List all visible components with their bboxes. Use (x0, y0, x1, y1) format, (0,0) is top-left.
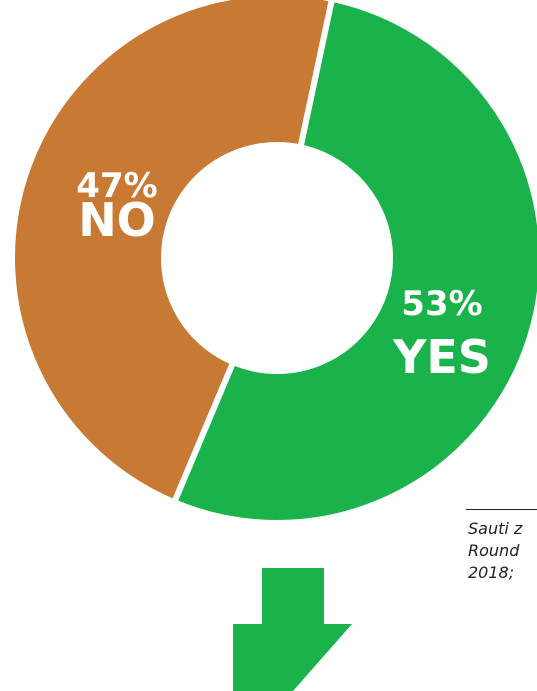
slice-yes-percent: 53% (401, 284, 482, 324)
slice-yes-label: YES (392, 330, 491, 384)
slice-no-label: NO (78, 193, 156, 247)
slice-no-percent: 47% (76, 166, 157, 206)
source-line: 2018; (468, 563, 515, 582)
source-note: Sauti z Round 2018; (468, 518, 537, 584)
slice-yes (170, 0, 537, 526)
arrow-down-icon (233, 568, 352, 691)
source-line: Round (468, 541, 520, 560)
source-divider (466, 509, 537, 510)
slice-no (8, 0, 335, 507)
source-line: Sauti z (468, 519, 523, 538)
slices-group (8, 0, 537, 526)
